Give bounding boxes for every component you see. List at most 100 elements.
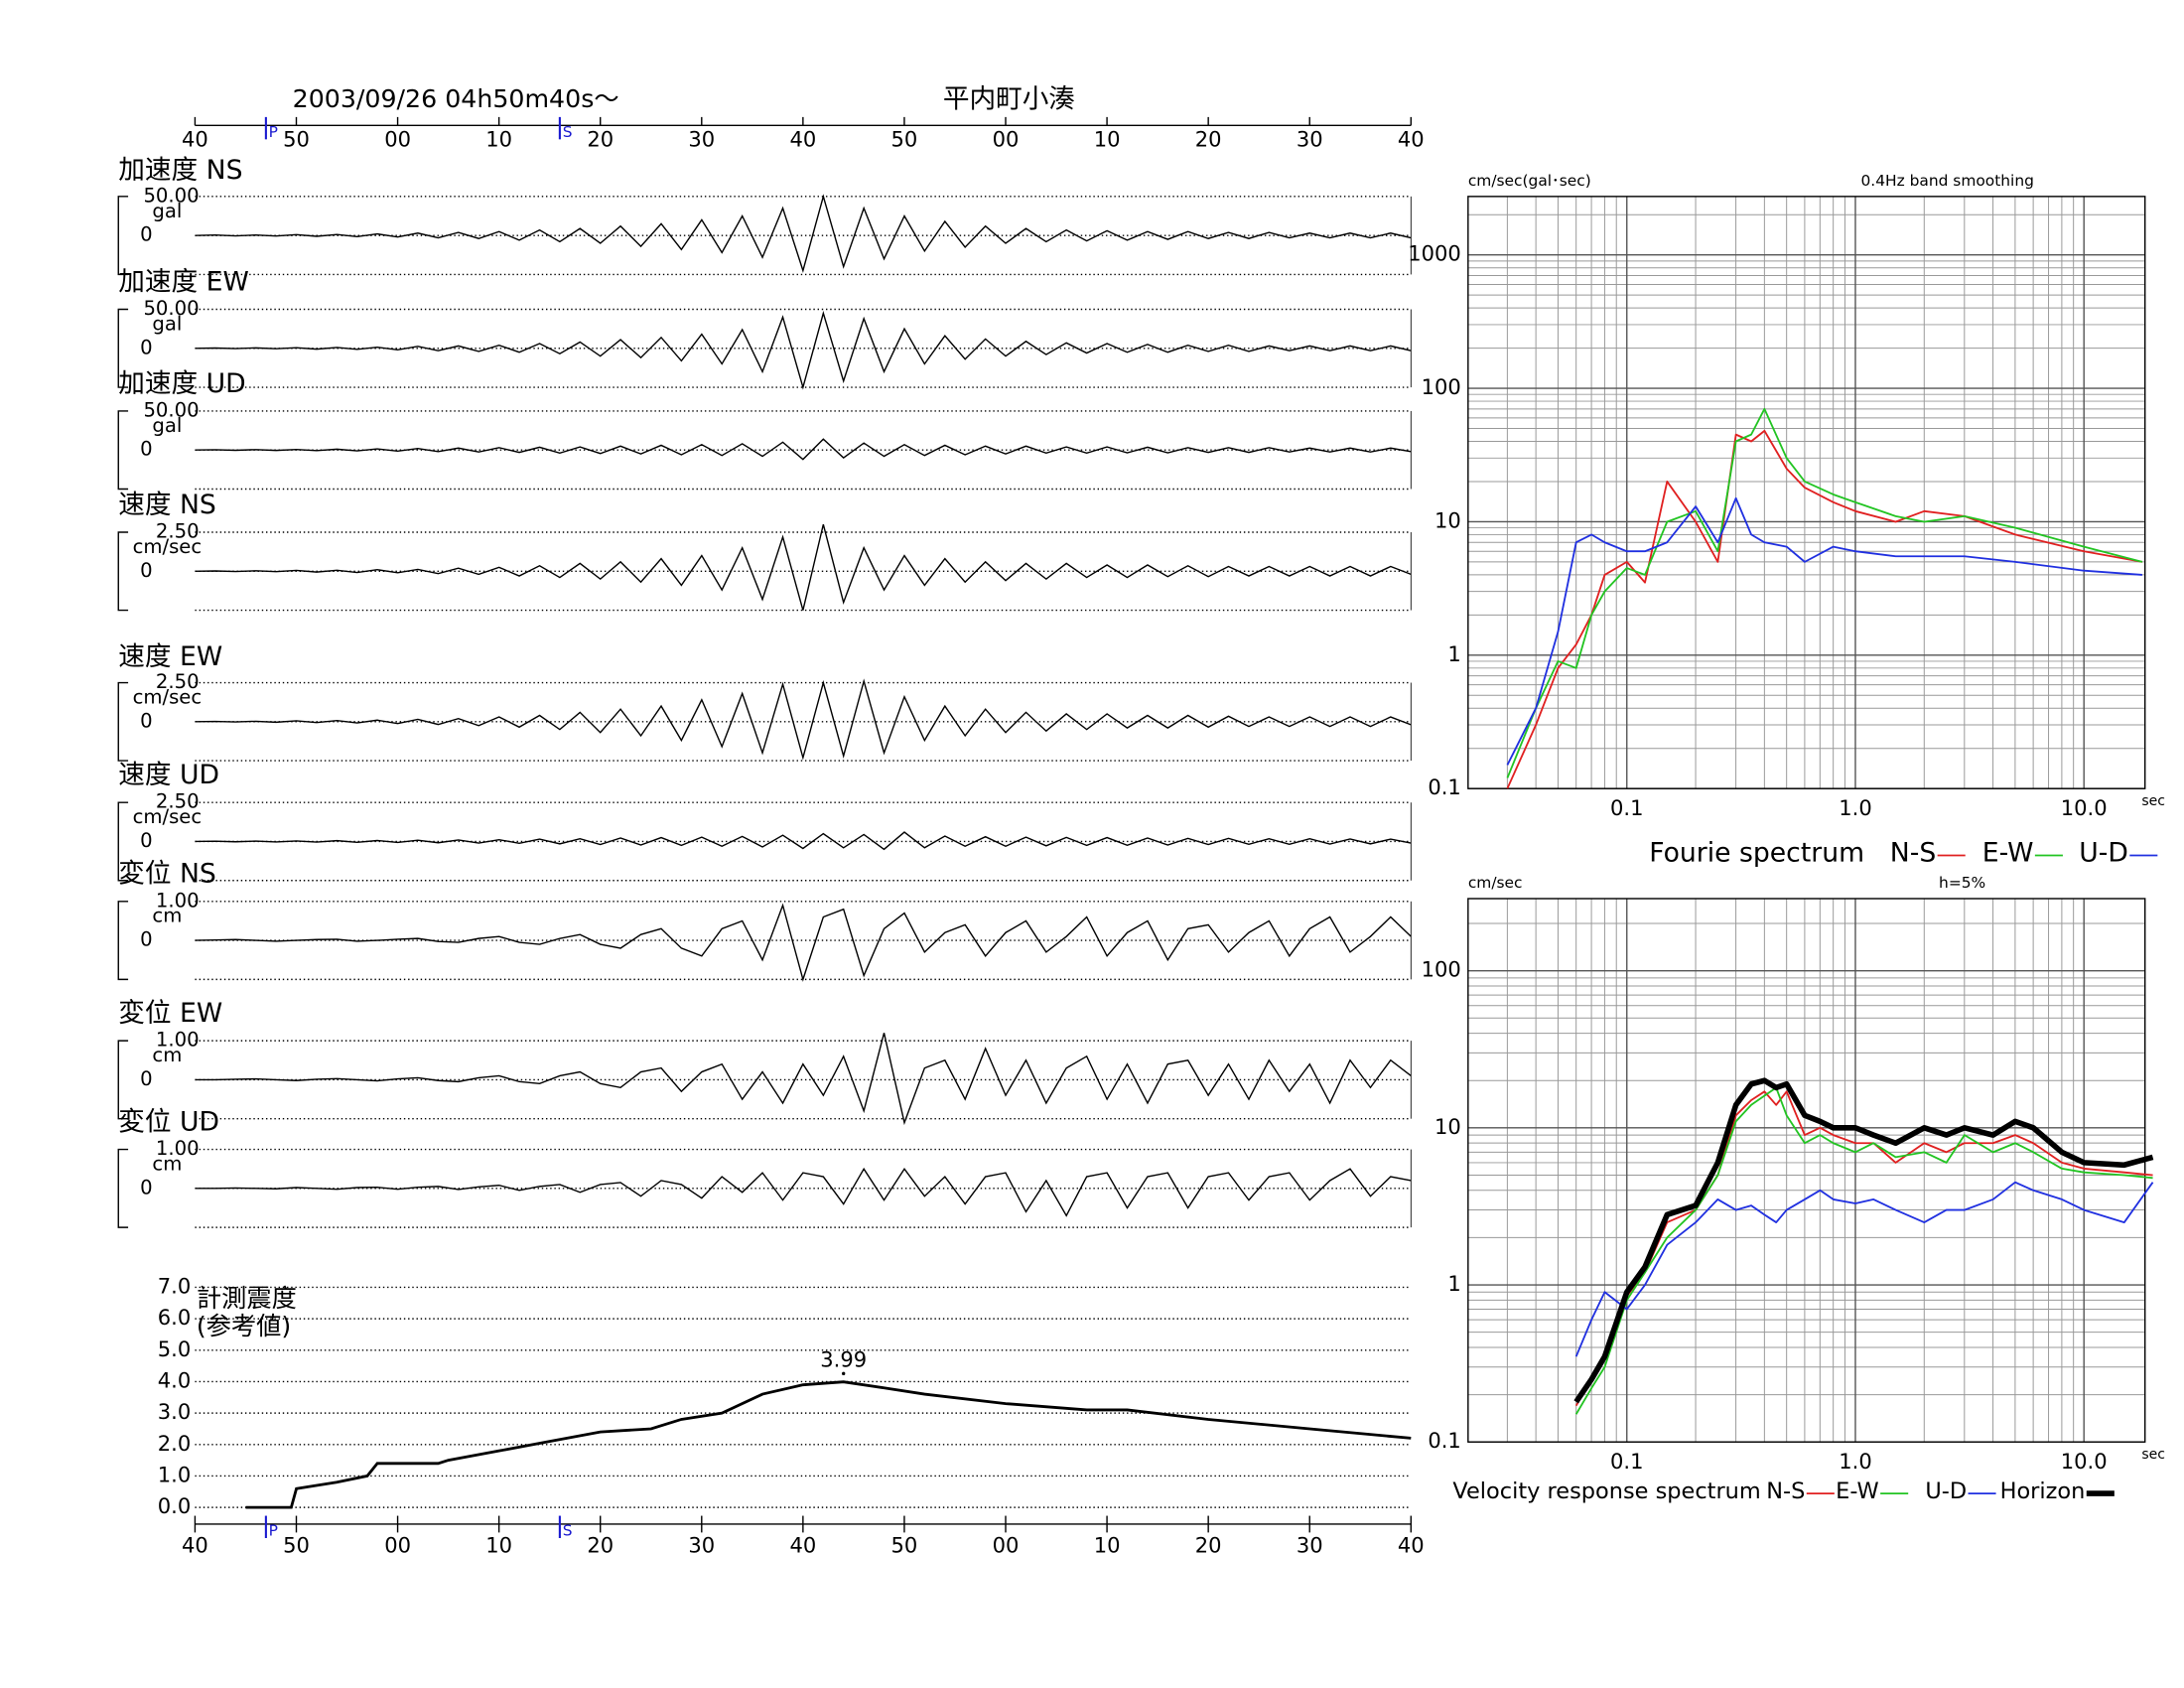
legend-label: E-W — [1836, 1478, 1879, 1504]
zero-label: 0 — [140, 223, 152, 246]
y-tick-label: 100 — [1422, 957, 1461, 982]
y-tick-label: 0.1 — [1428, 774, 1460, 799]
panel-bracket — [117, 1148, 129, 1228]
unit-label: cm/sec — [133, 805, 203, 828]
zero-label: 0 — [140, 1067, 152, 1090]
plot-frame — [1467, 196, 2146, 789]
time-tick-label: 10 — [1094, 1532, 1121, 1557]
y-tick-label: 1000 — [1408, 241, 1461, 266]
scale-label: 1.00 — [156, 889, 200, 912]
time-tick-label: 30 — [1297, 1532, 1323, 1557]
time-tick-label: 40 — [182, 1532, 208, 1557]
x-axis-unit: sec — [2141, 1447, 2165, 1463]
waveform — [195, 678, 1412, 761]
time-tick-label: 50 — [283, 127, 310, 152]
y-tick-label: 10 — [1434, 1114, 1461, 1139]
scale-label: 50.00 — [143, 398, 199, 421]
zero-label: 0 — [140, 1176, 152, 1198]
x-tick-label: 0.1 — [1610, 795, 1643, 820]
waveform — [195, 194, 1412, 273]
plot-frame — [1467, 898, 2146, 1443]
spectrum-line — [1506, 407, 2143, 778]
y-tick-label: 1.0 — [158, 1462, 191, 1486]
time-tick-label: 20 — [587, 127, 614, 152]
legend-label: E-W — [1982, 838, 2034, 869]
time-tick-label: 30 — [688, 1532, 715, 1557]
station-name: 平内町小湊 — [943, 84, 1075, 115]
unit-label: gal — [152, 312, 182, 335]
y-axis-unit: cm/sec(gal･sec) — [1468, 172, 1591, 190]
time-tick-label: 20 — [1195, 1532, 1222, 1557]
waveform — [195, 831, 1412, 851]
panel-title: 加速度 NS — [118, 155, 242, 186]
y-tick-label: 7.0 — [158, 1273, 191, 1298]
y-tick-label: 100 — [1422, 374, 1461, 399]
scale-label: 50.00 — [143, 184, 199, 207]
y-tick-label: 0.1 — [1428, 1428, 1460, 1453]
panel-title: 変位 EW — [118, 998, 222, 1029]
x-tick-label: 0.1 — [1610, 1449, 1643, 1474]
time-tick-label: 40 — [1398, 127, 1425, 152]
waveform — [195, 1167, 1412, 1217]
phase-label: S — [563, 123, 573, 141]
phase-label: P — [269, 1521, 278, 1539]
time-tick-label: 40 — [1398, 1532, 1425, 1557]
waveform — [195, 903, 1412, 982]
scale-label: 2.50 — [156, 790, 200, 813]
zero-label: 0 — [140, 438, 152, 461]
panel-title: 加速度 EW — [118, 266, 249, 297]
time-tick-label: 50 — [891, 127, 918, 152]
phase-label: S — [563, 1521, 573, 1539]
panel-bracket — [117, 531, 129, 612]
time-tick-label: 40 — [789, 1532, 816, 1557]
panel-bracket — [117, 901, 129, 981]
panel-bracket — [117, 681, 129, 762]
chart-title: 計測震度 — [197, 1284, 297, 1313]
chart-note: h=5% — [1939, 874, 1985, 892]
scale-label: 50.00 — [143, 297, 199, 320]
unit-label: gal — [152, 414, 182, 437]
panel-title: 速度 NS — [118, 490, 216, 520]
scale-label: 1.00 — [156, 1029, 200, 1052]
y-axis-unit: cm/sec — [1468, 874, 1523, 892]
legend-label: N-S — [1890, 838, 1936, 869]
panel-bracket — [117, 196, 129, 276]
y-tick-label: 3.0 — [158, 1399, 191, 1424]
spectrum-line — [1574, 1086, 2153, 1415]
legend-label: Horizon — [2000, 1478, 2086, 1504]
zero-label: 0 — [140, 336, 152, 358]
panel-title: 変位 UD — [118, 1106, 219, 1137]
time-tick-label: 10 — [485, 1532, 512, 1557]
unit-label: cm/sec — [133, 685, 203, 708]
time-tick-label: 30 — [1297, 127, 1323, 152]
legend-label: U-D — [1925, 1478, 1967, 1504]
intensity-line — [245, 1380, 1412, 1509]
panel-bracket — [117, 410, 129, 491]
spectrum-line — [1574, 1181, 2154, 1357]
time-tick-label: 00 — [384, 127, 411, 152]
y-tick-label: 10 — [1434, 507, 1461, 532]
chart-note: 0.4Hz band smoothing — [1860, 172, 2033, 190]
x-tick-label: 10.0 — [2061, 1449, 2108, 1474]
panel-title: 加速度 UD — [118, 368, 245, 399]
scale-label: 2.50 — [156, 670, 200, 693]
time-tick-label: 00 — [993, 1532, 1020, 1557]
time-tick-label: 50 — [283, 1532, 310, 1557]
time-tick-label: 50 — [891, 1532, 918, 1557]
panel-bracket — [117, 1040, 129, 1120]
time-tick-label: 20 — [587, 1532, 614, 1557]
scale-label: 2.50 — [156, 519, 200, 542]
waveform — [195, 1033, 1412, 1126]
x-tick-label: 1.0 — [1839, 795, 1871, 820]
time-tick-label: 10 — [1094, 127, 1121, 152]
chart-title: Fourie spectrum — [1649, 838, 1864, 869]
waveform — [195, 523, 1412, 611]
zero-label: 0 — [140, 928, 152, 951]
scale-label: 1.00 — [156, 1137, 200, 1160]
zero-label: 0 — [140, 829, 152, 852]
panel-title: 変位 NS — [118, 859, 216, 890]
panel-title: 速度 EW — [118, 641, 222, 672]
time-tick-label: 20 — [1195, 127, 1222, 152]
zero-label: 0 — [140, 559, 152, 582]
